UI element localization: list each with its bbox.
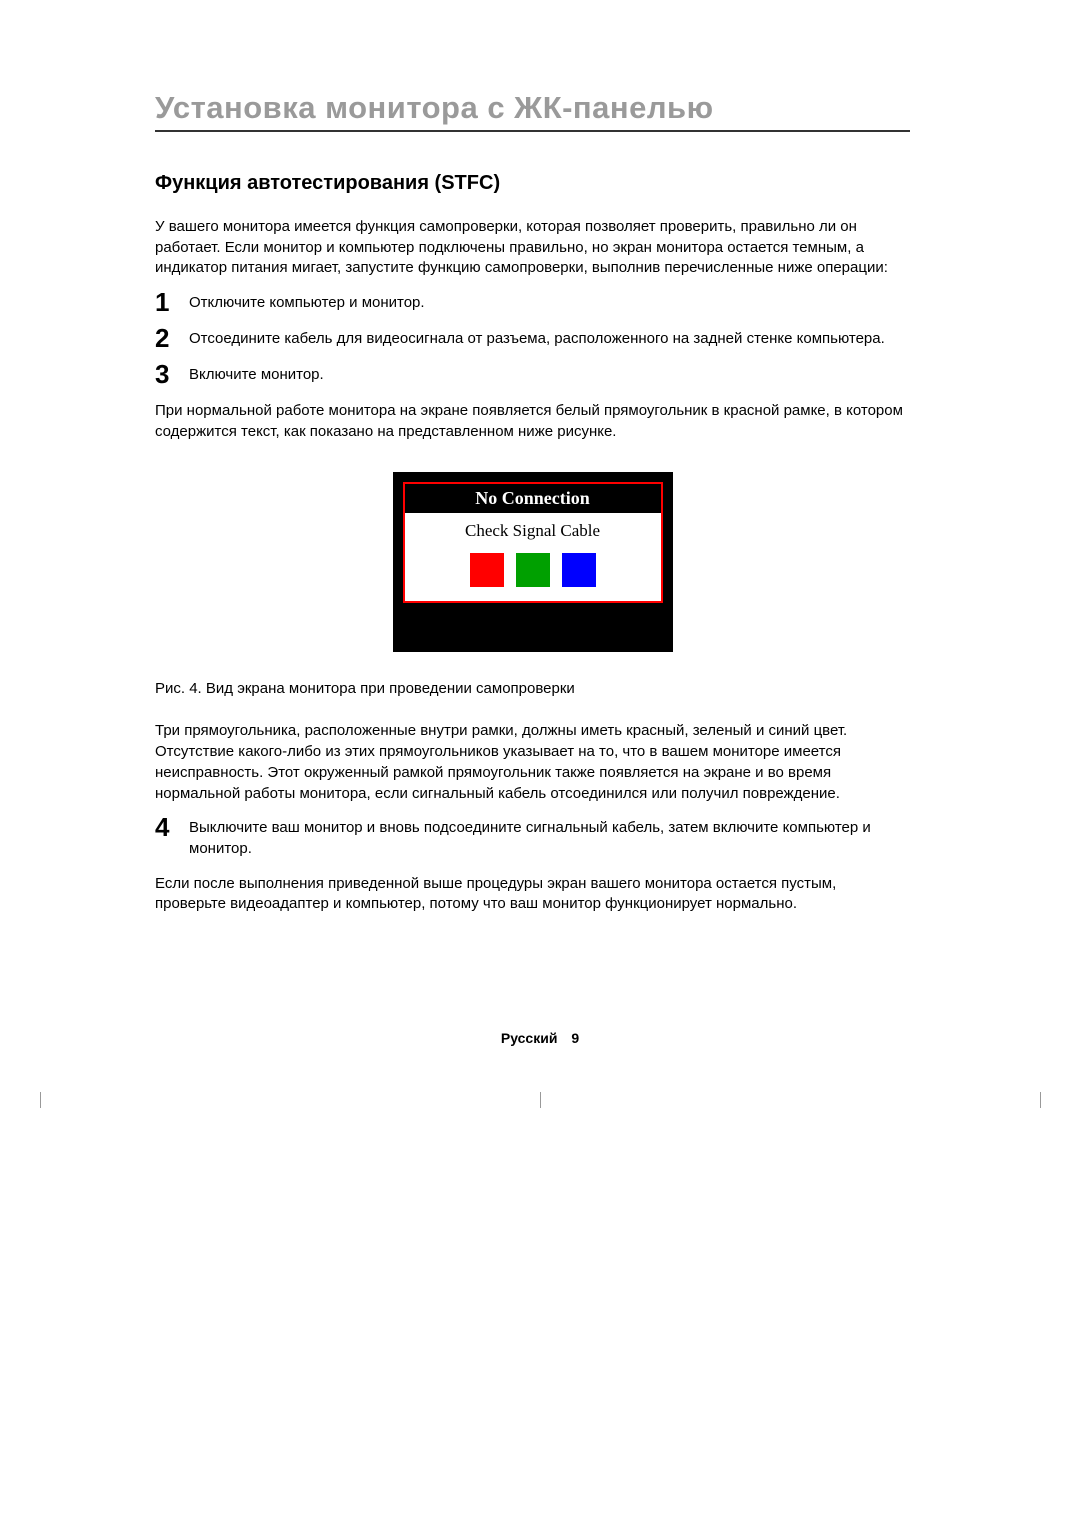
footer-page-number: 9 bbox=[571, 1030, 579, 1046]
step-1: 1 Отключите компьютер и монитор. bbox=[155, 293, 910, 315]
swatch-green bbox=[516, 553, 550, 587]
figure-caption: Рис. 4. Вид экрана монитора при проведен… bbox=[155, 680, 910, 697]
crop-mark-icon bbox=[40, 1092, 41, 1108]
after-steps-paragraph: При нормальной работе монитора на экране… bbox=[155, 401, 910, 442]
paragraph-2: Три прямоугольника, расположенные внутри… bbox=[155, 721, 910, 804]
monitor-subtitle: Check Signal Cable bbox=[465, 521, 600, 541]
page-footer: Русский 9 bbox=[0, 1030, 1080, 1046]
crop-mark-icon bbox=[540, 1092, 541, 1108]
color-swatches bbox=[470, 553, 596, 587]
section-title: Функция автотестирования (STFC) bbox=[155, 172, 910, 195]
swatch-red bbox=[470, 553, 504, 587]
monitor-inner: No Connection Check Signal Cable bbox=[403, 482, 663, 603]
step-number: 2 bbox=[155, 325, 189, 351]
step-text: Включите монитор. bbox=[189, 365, 324, 386]
step-number: 1 bbox=[155, 289, 189, 315]
swatch-blue bbox=[562, 553, 596, 587]
monitor-diagram: No Connection Check Signal Cable bbox=[393, 472, 673, 652]
page-title: Установка монитора с ЖК-панелью bbox=[155, 90, 910, 132]
step-4: 4 Выключите ваш монитор и вновь подсоеди… bbox=[155, 818, 910, 859]
figure-wrapper: No Connection Check Signal Cable bbox=[155, 472, 910, 652]
step-text: Выключите ваш монитор и вновь подсоедини… bbox=[189, 818, 910, 859]
crop-mark-icon bbox=[1040, 1092, 1041, 1108]
step-number: 4 bbox=[155, 814, 189, 840]
intro-paragraph: У вашего монитора имеется функция самопр… bbox=[155, 217, 910, 279]
step-number: 3 bbox=[155, 361, 189, 387]
monitor-title: No Connection bbox=[405, 484, 661, 513]
step-text: Отсоедините кабель для видеосигнала от р… bbox=[189, 329, 885, 350]
footer-language: Русский bbox=[501, 1030, 558, 1046]
page: Установка монитора с ЖК-панелью Функция … bbox=[0, 0, 1080, 1528]
steps-list: 1 Отключите компьютер и монитор. 2 Отсое… bbox=[155, 293, 910, 387]
step-text: Отключите компьютер и монитор. bbox=[189, 293, 425, 314]
step-2: 2 Отсоедините кабель для видеосигнала от… bbox=[155, 329, 910, 351]
step-3: 3 Включите монитор. bbox=[155, 365, 910, 387]
paragraph-3: Если после выполнения приведенной выше п… bbox=[155, 874, 910, 915]
